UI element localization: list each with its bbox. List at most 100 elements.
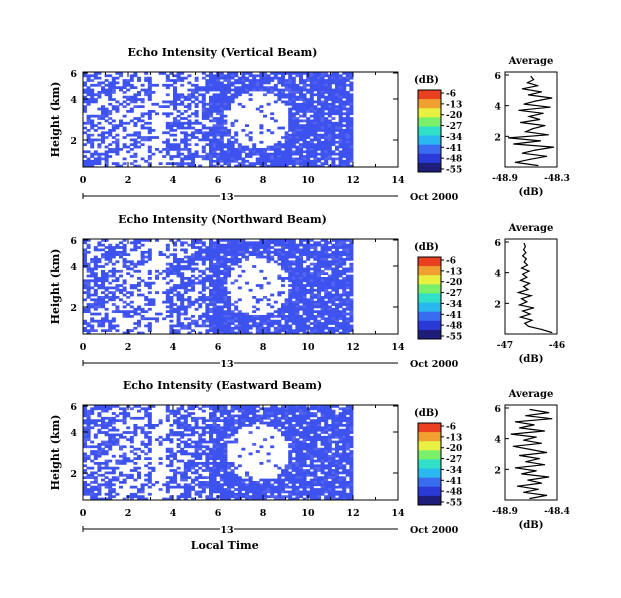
heatmap-cell: [169, 291, 174, 295]
colorbar-swatch: [418, 329, 441, 340]
heatmap-cell: [101, 466, 105, 470]
colorbar-swatch: [418, 153, 441, 164]
heatmap-cell: [327, 305, 332, 309]
heatmap-cell: [198, 138, 203, 142]
heatmap-cell: [212, 481, 217, 484]
heatmap-cell: [273, 239, 278, 242]
heatmap-cell: [183, 433, 188, 437]
heatmap-cell: [219, 431, 224, 434]
heatmap-cell: [259, 269, 264, 273]
heatmap-cell: [335, 286, 339, 290]
heatmap-cell: [187, 81, 192, 85]
heatmap-cell: [338, 81, 343, 85]
heatmap-cell: [97, 83, 102, 87]
heatmap-cell: [219, 136, 224, 139]
heatmap-cell: [111, 269, 116, 273]
heatmap-cell: [180, 492, 185, 496]
heatmap-cell: [201, 438, 206, 442]
heatmap-cell: [309, 329, 314, 333]
heatmap-cell: [209, 310, 213, 314]
heatmap-cell: [227, 416, 231, 420]
heatmap-cell: [155, 481, 159, 484]
heatmap-cell: [86, 250, 91, 254]
heatmap-cell: [309, 102, 314, 106]
heatmap-cell: [115, 277, 120, 280]
heatmap-cell: [342, 159, 347, 163]
heatmap-cell: [227, 164, 231, 168]
heatmap-cell: [317, 124, 321, 128]
heatmap-cell: [245, 152, 249, 156]
heatmap-cell: [317, 83, 321, 87]
heatmap-cell: [216, 119, 221, 123]
heatmap-cell: [324, 296, 329, 299]
heatmap-cell: [227, 426, 231, 430]
heatmap-cell: [180, 414, 185, 418]
heatmap-cell: [216, 445, 221, 449]
heatmap-cell: [144, 76, 149, 80]
average-profile-point: [527, 288, 529, 291]
heatmap-cell: [295, 255, 300, 259]
heatmap-cell: [291, 119, 296, 123]
heatmap-cell: [338, 310, 343, 314]
heatmap-cell: [338, 105, 343, 109]
heatmap-cell: [173, 329, 177, 333]
heatmap-cell: [313, 272, 318, 276]
heatmap-cell: [227, 310, 231, 314]
heatmap-cell: [180, 312, 185, 316]
heatmap-cell: [302, 277, 307, 280]
heatmap-cell: [313, 164, 318, 168]
heatmap-cell: [248, 88, 253, 92]
heatmap-cell: [111, 405, 116, 408]
heatmap-cell: [345, 248, 350, 252]
heatmap-cell: [212, 426, 217, 430]
heatmap-cell: [342, 152, 347, 156]
heatmap-cell: [173, 138, 177, 142]
heatmap-cell: [169, 447, 174, 451]
heatmap-cell: [205, 138, 210, 142]
heatmap-cell: [169, 478, 174, 482]
heatmap-cell: [212, 288, 217, 292]
heatmap-cell: [216, 419, 221, 423]
heatmap-cell: [331, 74, 336, 78]
heatmap-cell: [129, 310, 134, 314]
heatmap-cell: [219, 250, 224, 254]
heatmap-cell: [151, 303, 156, 306]
heatmap-cell: [259, 148, 264, 151]
heatmap-cell: [288, 136, 293, 139]
heatmap-cell: [241, 409, 246, 413]
heatmap-cell: [90, 445, 95, 449]
heatmap-cell: [270, 79, 275, 82]
heatmap-cell: [90, 421, 95, 425]
heatmap-cell: [212, 100, 217, 104]
heatmap-cell: [108, 445, 113, 449]
heatmap-cell: [147, 462, 152, 465]
heatmap-cell: [205, 131, 210, 135]
heatmap-cell: [288, 293, 293, 297]
heatmap-cell: [86, 492, 91, 496]
heatmap-cell: [302, 286, 307, 290]
heatmap-cell: [263, 148, 267, 151]
heatmap-cell: [309, 291, 314, 295]
heatmap-cell: [259, 250, 264, 254]
heatmap-cell: [230, 322, 235, 325]
heatmap-cell: [219, 112, 224, 116]
heatmap-cell: [291, 105, 296, 109]
heatmap-cell: [335, 312, 339, 316]
heatmap-cell: [83, 281, 87, 285]
heatmap-cell: [245, 246, 249, 249]
heatmap-cell: [331, 272, 336, 276]
heatmap-cell: [288, 265, 293, 268]
heatmap-cell: [137, 91, 141, 94]
heatmap-cell: [198, 93, 203, 97]
heatmap-cell: [263, 250, 267, 254]
heatmap-cell: [345, 159, 350, 163]
heatmap-cell: [309, 110, 314, 113]
heatmap-cell: [119, 435, 123, 439]
colorbar-swatch: [418, 320, 441, 331]
heatmap-cell: [266, 414, 271, 418]
heatmap-cell: [191, 288, 195, 292]
heatmap-cell: [111, 293, 116, 297]
heatmap-cell: [219, 469, 224, 472]
heatmap-cell: [104, 483, 109, 487]
heatmap-cell: [169, 310, 174, 314]
